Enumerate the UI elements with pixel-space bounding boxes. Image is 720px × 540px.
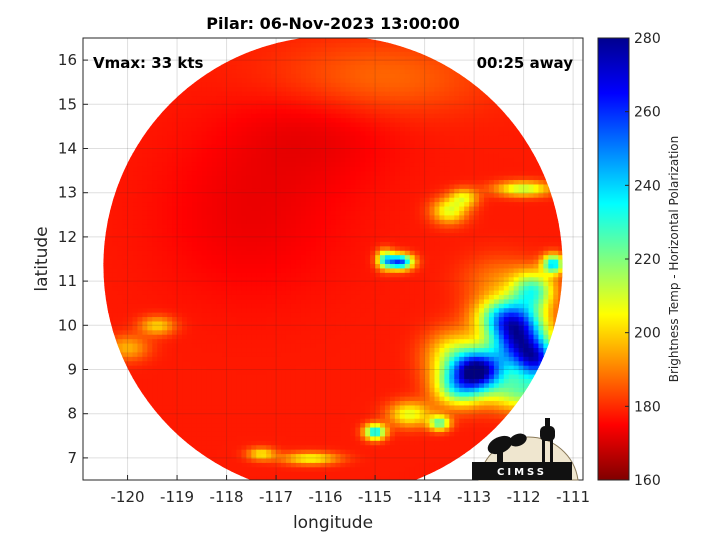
colorbar-tick-label: 180 — [634, 399, 661, 415]
y-tick-label: 15 — [58, 95, 77, 113]
colorbar-tick-label: 280 — [634, 31, 661, 47]
x-tick-label: -112 — [507, 488, 541, 506]
vmax-annotation: Vmax: 33 kts — [93, 54, 203, 72]
colorbar-ticks: 160 180 200 220 240 260 280 — [625, 31, 661, 489]
x-axis: -120 -119 -118 -117 -116 -115 -114 -113 -112 -111 — [111, 475, 590, 506]
x-tick-label: -120 — [111, 488, 145, 506]
colorbar-tick-label: 260 — [634, 105, 661, 121]
colorbar-tick-label: 220 — [634, 252, 661, 268]
x-tick-label: -114 — [408, 488, 442, 506]
y-tick-label: 9 — [67, 361, 77, 379]
x-tick-label: -115 — [358, 488, 392, 506]
x-tick-label: -117 — [259, 488, 293, 506]
x-tick-label: -118 — [210, 488, 244, 506]
cimss-logo: CIMSS — [472, 418, 579, 481]
y-tick-label: 11 — [58, 272, 77, 290]
chart-title: Pilar: 06-Nov-2023 13:00:00 — [206, 14, 459, 33]
y-tick-label: 8 — [67, 405, 77, 423]
x-tick-label: -116 — [309, 488, 343, 506]
colorbar — [597, 37, 630, 481]
y-axis-label: latitude — [32, 226, 52, 291]
y-tick-label: 10 — [58, 316, 77, 334]
y-tick-label: 12 — [58, 228, 77, 246]
x-axis-label: longitude — [293, 513, 373, 533]
y-tick-label: 14 — [58, 140, 77, 158]
colorbar-label: Brightness Temp - Horizontal Polarizatio… — [667, 136, 681, 383]
x-tick-label: -111 — [556, 488, 590, 506]
x-tick-label: -119 — [160, 488, 194, 506]
colorbar-tick-label: 160 — [634, 473, 661, 489]
colorbar-tick-label: 240 — [634, 178, 661, 194]
time-away-annotation: 00:25 away — [477, 54, 574, 72]
plot-frame — [82, 37, 584, 481]
cimss-logo-text: CIMSS — [497, 467, 547, 478]
y-tick-label: 13 — [58, 184, 77, 202]
colorbar-tick-label: 200 — [634, 326, 661, 342]
x-tick-label: -113 — [457, 488, 491, 506]
y-tick-label: 16 — [58, 51, 77, 69]
y-tick-label: 7 — [67, 449, 77, 467]
y-axis: 7 8 9 10 11 12 13 14 15 16 — [58, 51, 88, 467]
